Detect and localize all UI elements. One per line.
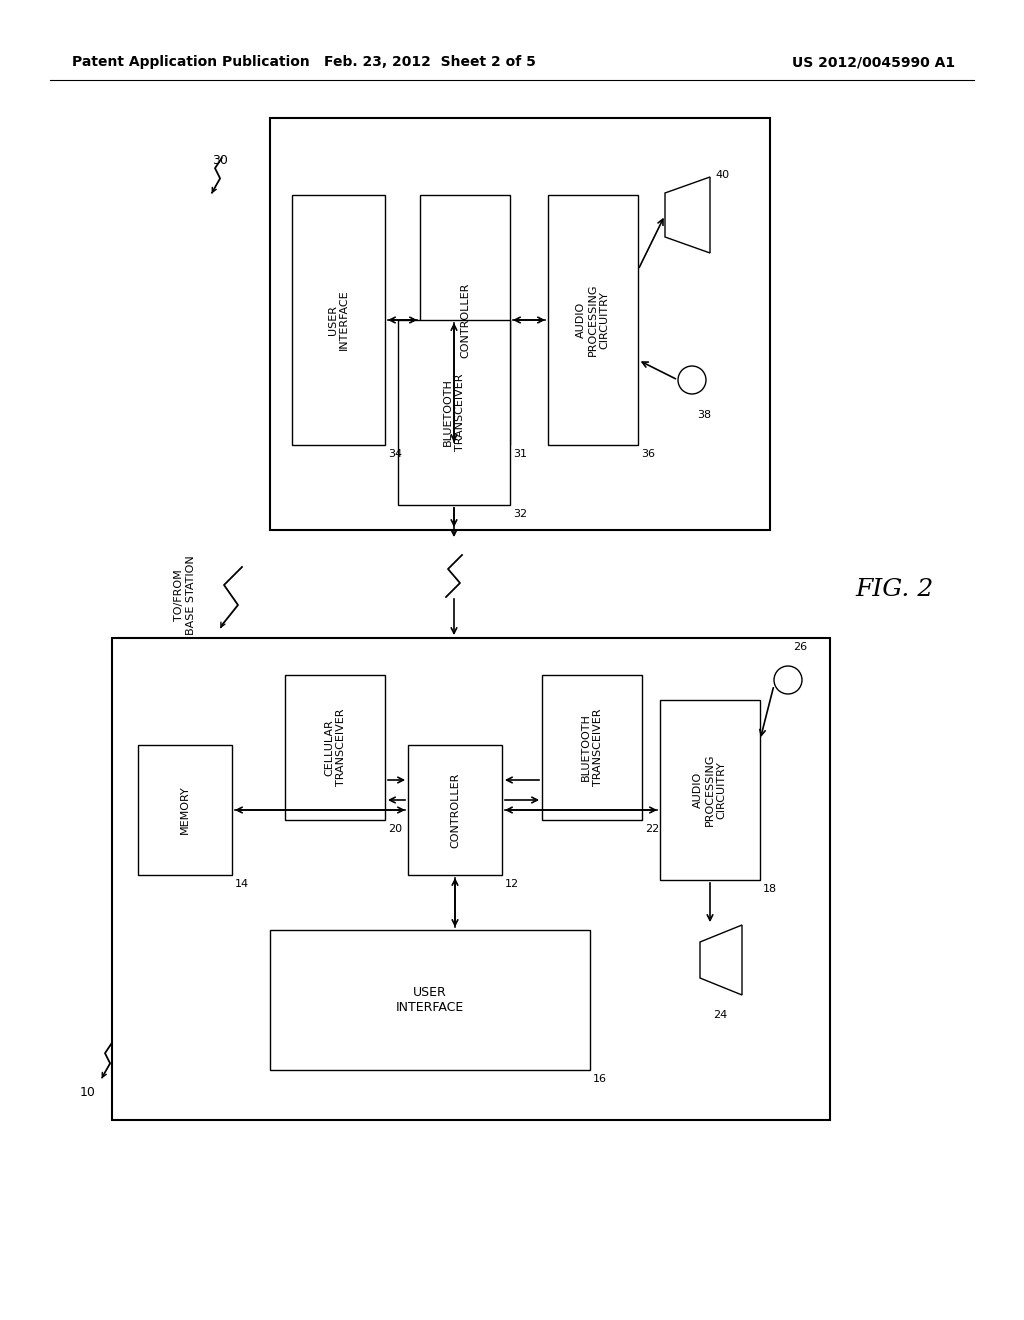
Text: 31: 31 <box>513 449 527 459</box>
Bar <box>420 195 510 445</box>
Text: CELLULAR
TRANSCEIVER: CELLULAR TRANSCEIVER <box>325 709 346 787</box>
Text: USER
INTERFACE: USER INTERFACE <box>328 289 349 350</box>
Bar <box>408 744 502 875</box>
Text: 10: 10 <box>80 1085 96 1098</box>
Text: BLUETOOTH
TRANSCEIVER: BLUETOOTH TRANSCEIVER <box>443 374 465 451</box>
Text: 14: 14 <box>234 879 249 888</box>
Circle shape <box>774 667 802 694</box>
Bar <box>138 744 232 875</box>
Bar <box>660 700 760 880</box>
Text: 34: 34 <box>388 449 402 459</box>
Text: US 2012/0045990 A1: US 2012/0045990 A1 <box>792 55 955 69</box>
Text: 38: 38 <box>697 411 711 420</box>
Text: 20: 20 <box>388 824 402 834</box>
Bar <box>112 638 830 1119</box>
Text: 16: 16 <box>593 1074 607 1084</box>
Text: 26: 26 <box>793 642 807 652</box>
Text: AUDIO
PROCESSING
CIRCUITRY: AUDIO PROCESSING CIRCUITRY <box>577 284 609 356</box>
Circle shape <box>678 366 706 393</box>
Text: 36: 36 <box>641 449 655 459</box>
Text: Patent Application Publication: Patent Application Publication <box>72 55 309 69</box>
Bar <box>270 117 770 531</box>
Text: CONTROLLER: CONTROLLER <box>450 772 460 847</box>
Text: 12: 12 <box>505 879 519 888</box>
Text: 30: 30 <box>212 153 228 166</box>
Text: MEMORY: MEMORY <box>180 785 190 834</box>
Text: CONTROLLER: CONTROLLER <box>460 282 470 358</box>
Text: 24: 24 <box>713 1010 727 1020</box>
Text: Feb. 23, 2012  Sheet 2 of 5: Feb. 23, 2012 Sheet 2 of 5 <box>324 55 536 69</box>
Text: 18: 18 <box>763 884 777 894</box>
Bar <box>292 195 385 445</box>
Bar <box>285 675 385 820</box>
Text: BLUETOOTH
TRANSCEIVER: BLUETOOTH TRANSCEIVER <box>582 709 603 787</box>
Bar <box>548 195 638 445</box>
Text: TO/FROM
BASE STATION: TO/FROM BASE STATION <box>174 556 196 635</box>
Text: USER
INTERFACE: USER INTERFACE <box>396 986 464 1014</box>
Text: AUDIO
PROCESSING
CIRCUITRY: AUDIO PROCESSING CIRCUITRY <box>693 754 727 826</box>
Bar <box>270 931 590 1071</box>
Text: 32: 32 <box>513 510 527 519</box>
Text: 22: 22 <box>645 824 659 834</box>
Text: FIG. 2: FIG. 2 <box>855 578 933 602</box>
Polygon shape <box>700 925 742 995</box>
Bar <box>542 675 642 820</box>
Text: 40: 40 <box>715 170 729 180</box>
Polygon shape <box>665 177 710 253</box>
Bar <box>398 319 510 506</box>
